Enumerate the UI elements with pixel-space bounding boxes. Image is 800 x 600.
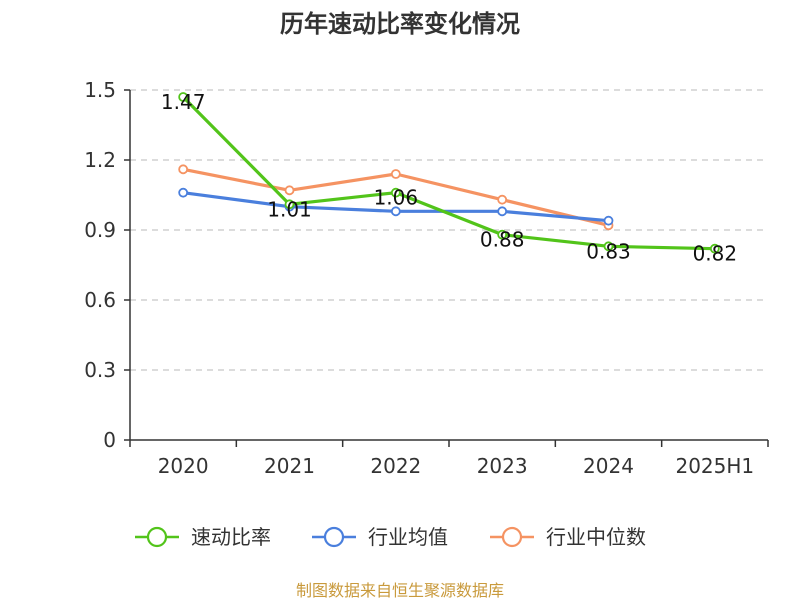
data-point — [497, 229, 508, 240]
data-label: 1.06 — [374, 186, 419, 210]
x-tick-label: 2023 — [477, 454, 528, 478]
data-point — [178, 92, 189, 102]
axes: 0 0.3 0.6 0.9 1.2 1.5 2020 2021 2022 2023 2024 2025… — [84, 78, 769, 478]
y-tick-label: 0.9 — [84, 218, 116, 242]
data-point — [284, 185, 295, 196]
data-point — [284, 199, 295, 210]
data-point — [497, 194, 508, 205]
data-point — [497, 206, 508, 217]
legend-label: 行业均值 — [368, 525, 448, 549]
series-group — [178, 92, 720, 254]
data-point — [390, 187, 401, 198]
legend-marker — [501, 526, 523, 548]
x-tick-label: 2020 — [158, 454, 209, 478]
data-label: 0.83 — [586, 239, 631, 263]
legend-marker — [323, 526, 345, 548]
legend-marker — [146, 526, 168, 548]
data-point — [390, 169, 401, 179]
data-labels: 1.47 1.01 1.06 0.88 0.83 0.82 — [161, 90, 737, 266]
y-tick-label: 0 — [103, 428, 116, 452]
data-label: 1.47 — [161, 90, 206, 114]
data-point — [390, 206, 401, 217]
y-tick-label: 1.5 — [84, 78, 116, 102]
series-line — [181, 95, 717, 251]
legend-label: 行业中位数 — [546, 525, 646, 549]
y-tick-label: 1.2 — [84, 148, 116, 172]
x-tick-label: 2024 — [583, 454, 634, 478]
data-point — [603, 215, 614, 226]
data-point — [178, 187, 189, 198]
legend: 速动比率 行业均值 行业中位数 — [135, 525, 646, 549]
data-point — [709, 243, 720, 254]
y-tick-label: 0.6 — [84, 288, 116, 312]
x-tick-label: 2022 — [370, 454, 421, 478]
data-label: 1.01 — [267, 197, 312, 221]
legend-label: 速动比率 — [191, 525, 271, 549]
legend-item[interactable]: 行业中位数 — [490, 525, 646, 549]
grid — [130, 89, 768, 371]
x-tick-label: 2021 — [264, 454, 315, 478]
data-label: 0.82 — [693, 242, 738, 266]
source-note: 制图数据来自恒生聚源数据库 — [296, 581, 504, 600]
x-tick-label: 2025H1 — [675, 454, 754, 478]
data-point — [178, 164, 189, 175]
data-point — [603, 241, 614, 252]
legend-item[interactable]: 速动比率 — [135, 525, 271, 549]
data-label: 0.88 — [480, 228, 525, 252]
legend-item[interactable]: 行业均值 — [312, 525, 448, 549]
y-tick-label: 0.3 — [84, 358, 116, 382]
chart-title: 历年速动比率变化情况 — [280, 10, 520, 38]
